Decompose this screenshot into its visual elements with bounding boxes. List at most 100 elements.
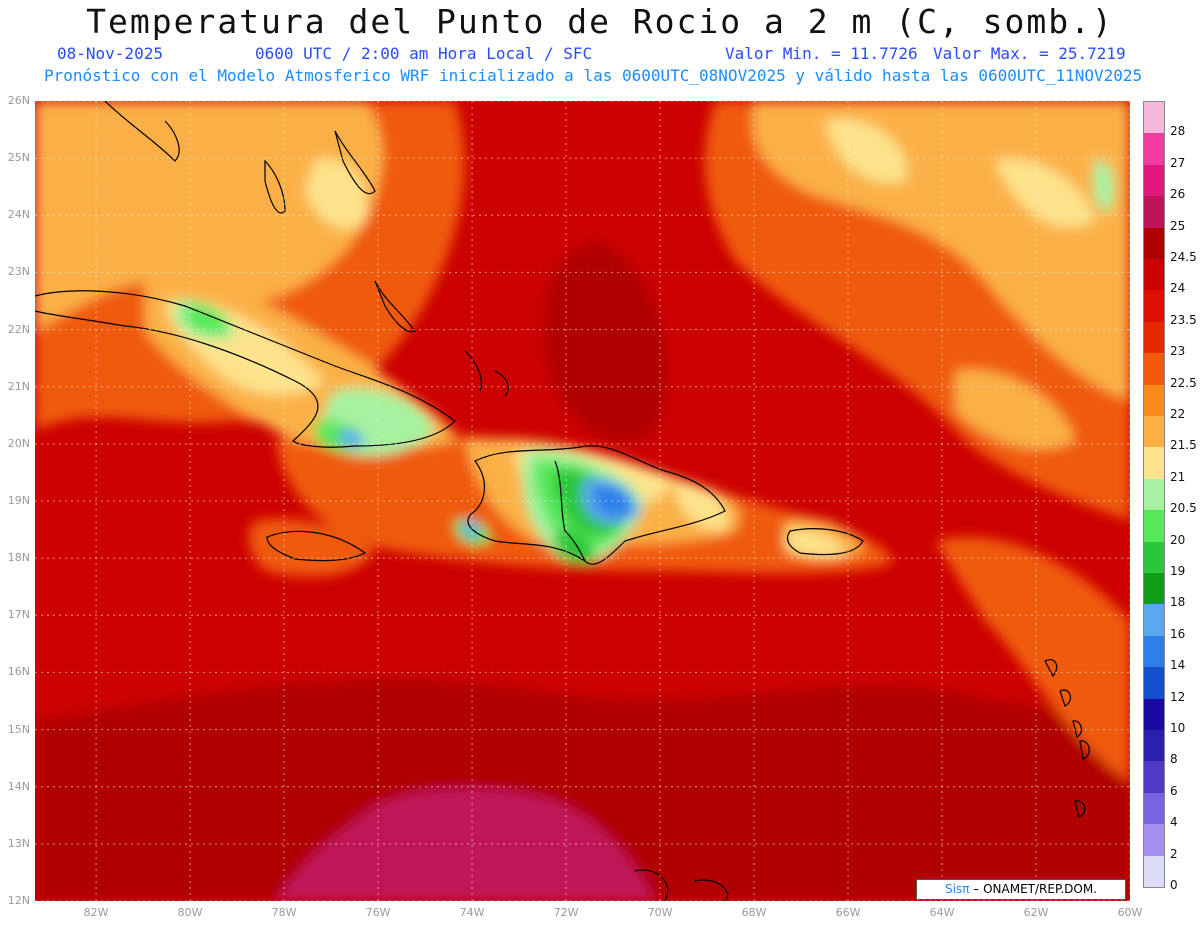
coast-segment — [634, 869, 669, 901]
credit-sep: – — [973, 882, 984, 896]
legend-label: 0 — [1170, 878, 1178, 892]
legend-label: 27 — [1170, 155, 1186, 170]
lat-tick-label: 26N — [7, 94, 30, 107]
legend-label: 19 — [1170, 564, 1186, 578]
coast-segment — [494, 370, 509, 397]
legend-swatch — [1144, 259, 1164, 291]
lon-tick-label: 66W — [835, 906, 861, 919]
credit-box: Sisπ – ONAMET/REP.DOM. — [916, 879, 1126, 900]
lat-tick-label: 25N — [7, 151, 30, 165]
dewpoint-region — [1093, 160, 1115, 212]
legend-swatch — [1144, 824, 1164, 857]
dewpoint-region — [955, 369, 1075, 450]
legend-swatch — [1144, 321, 1164, 354]
legend-label: 22 — [1170, 407, 1186, 421]
dewpoint-region — [463, 521, 480, 537]
legend-swatch — [1144, 573, 1164, 605]
legend-label: 26 — [1170, 187, 1186, 202]
legend-label: 24 — [1170, 281, 1186, 296]
coast-segment — [1059, 689, 1072, 707]
dewpoint-region — [35, 101, 383, 331]
dewpoint-map — [35, 101, 1130, 901]
coast-segment — [1079, 740, 1090, 760]
coast-segment — [266, 530, 367, 562]
coast-segment — [104, 101, 180, 162]
time-label: 0600 UTC / 2:00 am Hora Local / SFC — [255, 44, 593, 63]
max-value: Valor Max. = 25.7219 — [933, 44, 1126, 63]
dewpoint-region — [675, 481, 728, 531]
dewpoint-region — [544, 241, 667, 442]
legend-swatch — [1144, 133, 1164, 166]
legend-label: 18 — [1170, 595, 1186, 610]
legend-label: 21.5 — [1170, 438, 1197, 453]
lat-tick-label: 13N — [7, 836, 30, 850]
lat-tick-label: 15N — [7, 722, 30, 736]
map-title: Temperatura del Punto de Rocio a 2 m (C,… — [86, 2, 1114, 41]
lon-tick-label: 76W — [365, 906, 391, 919]
coastline — [35, 101, 1090, 901]
lon-tick-label: 74W — [459, 906, 485, 919]
lat-tick-label: 21N — [7, 379, 30, 393]
lon-tick-label: 80W — [177, 906, 203, 919]
dewpoint-region — [275, 787, 655, 901]
coast-segment — [786, 528, 864, 556]
dewpoint-region — [35, 680, 1130, 901]
coast-segment — [467, 445, 726, 565]
legend-label: 4 — [1170, 815, 1178, 830]
lon-tick-label: 78W — [271, 906, 297, 919]
legend-label: 14 — [1170, 658, 1186, 673]
coast-segment — [35, 290, 456, 448]
dewpoint-region — [995, 159, 1095, 228]
lat-tick-label: 20N — [7, 436, 30, 450]
legend-swatch — [1144, 635, 1164, 668]
legend-label: 28 — [1170, 124, 1186, 139]
legend-label: 25 — [1170, 218, 1186, 233]
lon-tick-label: 72W — [553, 906, 579, 919]
legend-label: 10 — [1170, 721, 1186, 735]
lon-tick-label: 62W — [1023, 906, 1049, 919]
legend-label: 12 — [1170, 689, 1186, 704]
legend-swatch — [1144, 196, 1164, 229]
coast-segment — [464, 350, 482, 392]
legend-swatch — [1144, 353, 1164, 386]
dewpoint-region — [935, 537, 1130, 781]
lat-tick-label: 16N — [7, 665, 30, 679]
coast-segment — [1074, 800, 1086, 818]
lat-tick-label: 18N — [7, 551, 30, 565]
lat-tick-label: 24N — [7, 208, 30, 222]
legend-swatch — [1144, 384, 1164, 417]
coast-segment — [374, 280, 416, 333]
legend-swatch — [1144, 510, 1164, 543]
lat-tick-label: 23N — [7, 265, 30, 279]
coast-segment — [694, 879, 729, 901]
legend-label: 23 — [1170, 344, 1186, 359]
dewpoint-region — [185, 305, 230, 335]
lat-lon-grid — [35, 101, 1130, 901]
legend-label: 22.5 — [1170, 375, 1197, 390]
legend-swatch — [1144, 541, 1164, 574]
legend-label: 23.5 — [1170, 312, 1197, 327]
legend-label: 2 — [1170, 846, 1178, 861]
legend-swatch — [1144, 761, 1164, 794]
legend-label: 21 — [1170, 469, 1186, 484]
legend-swatch — [1144, 667, 1164, 700]
lon-tick-label: 82W — [83, 906, 109, 919]
lat-tick-label: 12N — [7, 894, 30, 907]
coast-segment — [1044, 659, 1058, 678]
lon-tick-label: 60W — [1117, 906, 1143, 919]
lat-tick-label: 17N — [7, 608, 30, 622]
forecast-info: Pronóstico con el Modelo Atmosferico WRF… — [44, 66, 1143, 85]
dewpoint-region — [825, 119, 907, 183]
credit-org: ONAMET/REP.DOM. — [983, 882, 1097, 896]
legend-label: 24.5 — [1170, 250, 1197, 264]
legend-swatch — [1144, 102, 1164, 134]
legend-swatch — [1144, 730, 1164, 762]
legend-label: 20 — [1170, 532, 1186, 547]
lon-tick-label: 64W — [929, 906, 955, 919]
date-label: 08-Nov-2025 — [57, 44, 163, 63]
legend-swatch — [1144, 227, 1164, 260]
legend-swatch — [1144, 447, 1164, 480]
legend-swatch — [1144, 290, 1164, 323]
brand-label: Sisπ — [945, 882, 970, 896]
coast-segment — [554, 460, 586, 562]
